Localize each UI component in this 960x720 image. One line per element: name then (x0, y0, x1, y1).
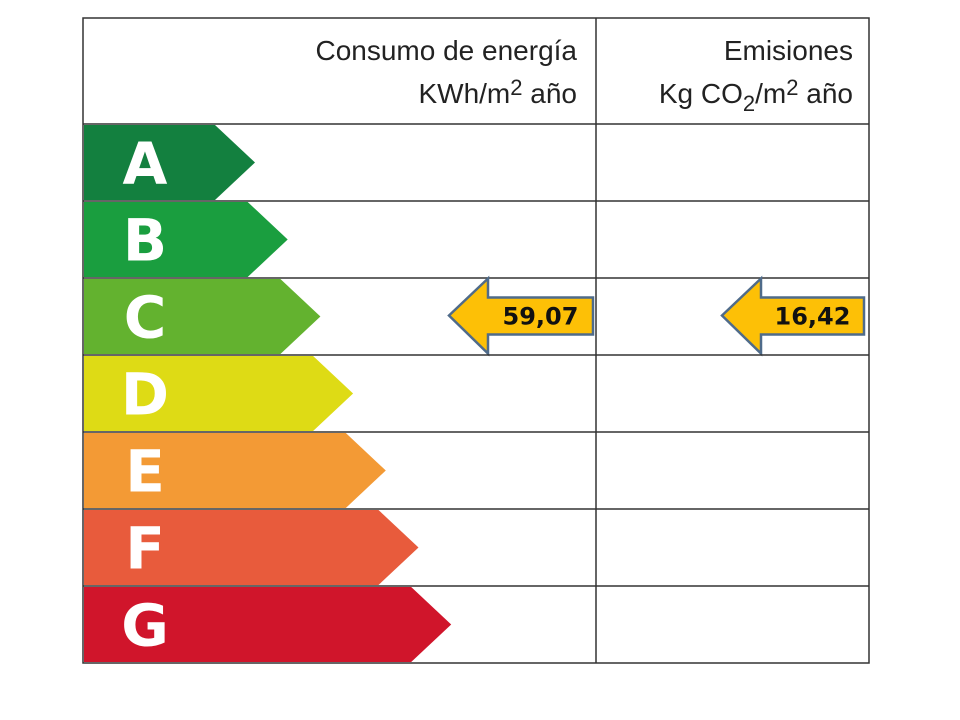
unit-part: año (799, 78, 854, 109)
rating-bar (84, 356, 354, 431)
rating-bar (84, 125, 255, 200)
rating-letter: A (123, 130, 168, 198)
rating-bar (84, 202, 288, 277)
energy-unit: KWh/m2 año (418, 75, 577, 109)
rating-letter: G (121, 592, 169, 660)
indicator-arrow (720, 275, 866, 357)
unit-part: KWh/m (418, 78, 510, 109)
table-frame (82, 17, 870, 664)
indicator-value: 16,42 (775, 303, 851, 331)
rating-bar (84, 433, 386, 508)
indicator-arrow (447, 275, 595, 357)
rating-letter: D (121, 361, 169, 429)
unit-part: año (523, 78, 578, 109)
unit-part: /m (755, 78, 786, 109)
rating-letter: F (125, 515, 165, 583)
rating-letter: B (123, 207, 167, 275)
emissions-unit: Kg CO2/m2 año (659, 75, 853, 116)
indicator-value: 59,07 (503, 303, 579, 331)
energy-title: Consumo de energía (315, 35, 577, 66)
rating-bar (84, 587, 452, 662)
rating-letter: C (124, 284, 167, 352)
unit-part: Kg CO (659, 78, 743, 109)
rating-bar (84, 279, 321, 354)
rating-letter: E (125, 438, 165, 506)
unit-sup: 2 (510, 75, 522, 100)
unit-sub: 2 (743, 91, 755, 116)
rating-bar (84, 510, 419, 585)
emissions-title: Emisiones (724, 35, 853, 66)
unit-sup: 2 (786, 75, 798, 100)
